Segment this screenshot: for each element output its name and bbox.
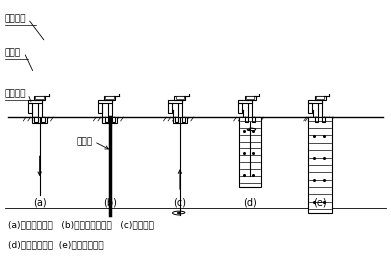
Bar (106, 96, 114, 100)
Bar (239, 117, 261, 187)
Text: 旋喷管: 旋喷管 (77, 137, 93, 146)
Bar (28, 100, 41, 103)
Bar (111, 117, 115, 122)
Bar (176, 96, 184, 100)
Bar (38, 100, 41, 117)
Text: 压浆车: 压浆车 (5, 48, 21, 57)
Bar (104, 96, 115, 100)
Bar (308, 117, 332, 213)
Bar (35, 96, 44, 100)
Bar (172, 117, 187, 123)
Bar (28, 103, 32, 113)
Text: (e): (e) (313, 197, 327, 207)
Bar (32, 117, 47, 123)
Bar (98, 100, 112, 103)
Bar (41, 117, 45, 122)
Bar (308, 100, 322, 103)
Bar (98, 103, 102, 113)
Bar (174, 96, 185, 100)
Bar (252, 117, 255, 122)
Bar (318, 100, 322, 117)
Bar (175, 117, 178, 122)
Bar (316, 96, 325, 100)
Bar (108, 100, 112, 117)
Bar (182, 117, 185, 122)
Bar (243, 117, 257, 123)
Bar (104, 117, 108, 122)
Bar (168, 103, 172, 113)
Bar (246, 96, 254, 100)
Bar (245, 117, 248, 122)
Bar (315, 96, 326, 100)
Bar (308, 103, 312, 113)
Bar (239, 100, 252, 103)
Text: 钻孔机械: 钻孔机械 (5, 89, 26, 98)
Bar (178, 100, 182, 117)
Bar (245, 96, 255, 100)
Text: (b): (b) (103, 197, 117, 207)
Bar (313, 117, 328, 123)
Text: (a)钻机就位钻孔   (b)钻孔至设计高程   (c)旋喷开始: (a)钻机就位钻孔 (b)钻孔至设计高程 (c)旋喷开始 (9, 220, 154, 229)
Bar (239, 103, 242, 113)
Text: (a): (a) (33, 197, 47, 207)
Bar (34, 117, 38, 122)
Bar (248, 100, 252, 117)
Text: 高压胶管: 高压胶管 (5, 14, 26, 23)
Bar (102, 117, 117, 123)
Bar (168, 100, 182, 103)
Bar (315, 117, 318, 122)
Text: (d): (d) (243, 197, 257, 207)
Bar (34, 96, 45, 100)
Bar (322, 117, 325, 122)
Text: (d)边旋喷边提升  (e)旋喷结束成桩: (d)边旋喷边提升 (e)旋喷结束成桩 (9, 240, 104, 250)
Text: (c): (c) (174, 197, 187, 207)
